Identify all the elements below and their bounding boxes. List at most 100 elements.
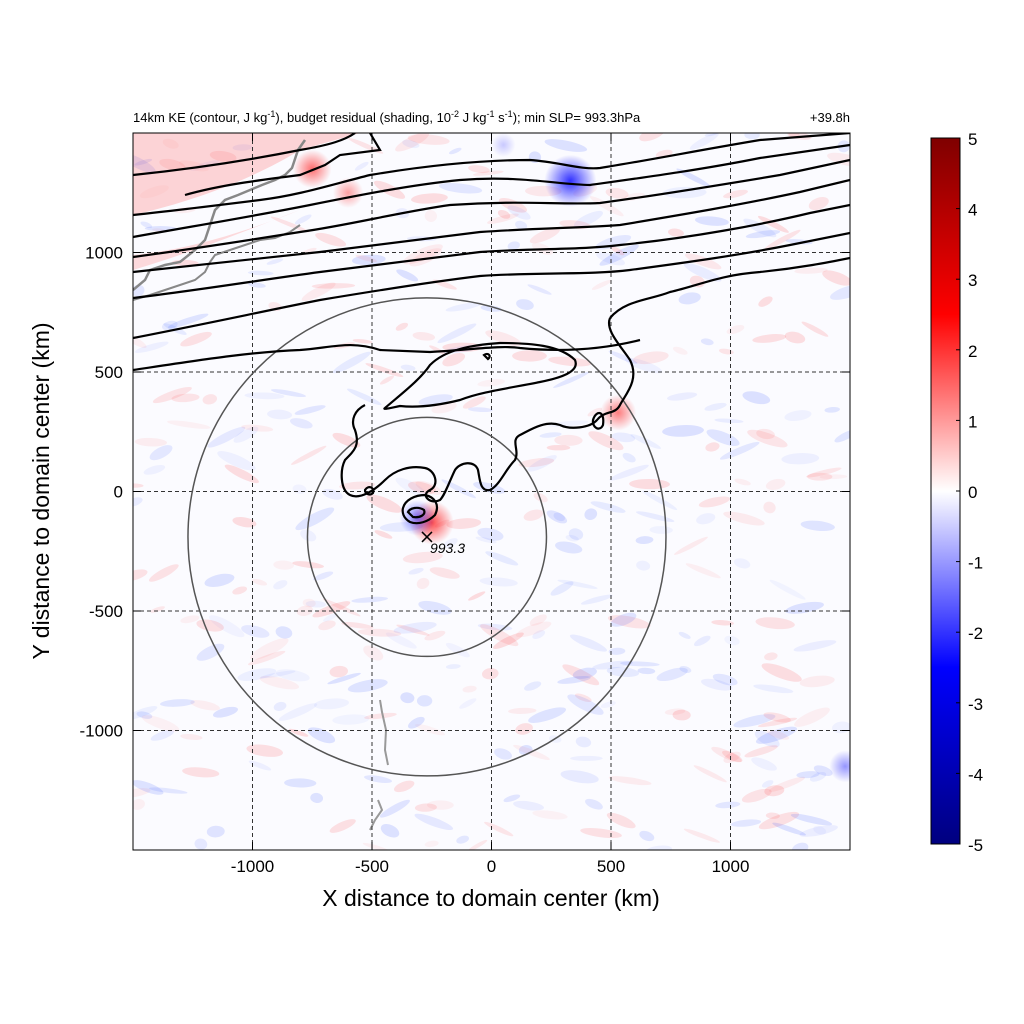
residual-streak (557, 676, 591, 684)
residual-streak (704, 402, 727, 411)
residual-streak (407, 134, 450, 145)
residual-streak (133, 780, 164, 795)
residual-streak (503, 794, 521, 803)
residual-streak (180, 615, 200, 624)
residual-streak (765, 478, 786, 491)
residual-streak (574, 693, 592, 703)
residual-streak (468, 407, 493, 413)
colorbar-tick-label: 1 (968, 412, 977, 431)
residual-streak (689, 133, 719, 150)
y-tick-label: 1000 (85, 244, 123, 263)
residual-streak (516, 299, 534, 310)
residual-streak (711, 620, 734, 626)
residual-streak (357, 628, 402, 637)
title-part: ), budget residual (shading, 10 (275, 110, 451, 125)
residual-streak (273, 701, 287, 712)
residual-streak (290, 445, 327, 465)
residual-streak (696, 513, 716, 525)
colorbar-tick-label: -4 (968, 765, 983, 784)
residual-streak (755, 617, 795, 630)
residual-streak (400, 692, 415, 704)
residual-streak (149, 445, 173, 461)
residual-streak (352, 338, 373, 344)
title-part: ); min SLP= 993.3hPa (513, 110, 641, 125)
residual-streak (565, 534, 579, 542)
residual-streak (318, 620, 336, 631)
residual-streak (329, 665, 349, 678)
residual-streak (672, 709, 691, 721)
residual-streak (596, 252, 625, 266)
residual-streak (756, 428, 775, 440)
residual-streak (162, 138, 179, 149)
residual-streak (429, 345, 447, 356)
residual-streak (179, 160, 209, 172)
residual-streak (134, 158, 153, 166)
residual-highlight (829, 750, 850, 783)
residual-streak (527, 284, 552, 295)
y-axis-ticks: 1000 500 0 -500 -1000 (80, 244, 850, 741)
residual-streak (323, 613, 338, 622)
y-tick-label: -500 (89, 602, 123, 621)
ke-contour (133, 178, 850, 274)
residual-streak (180, 733, 203, 740)
residual-streak (395, 477, 428, 497)
residual-streak (539, 432, 562, 438)
colorbar-tick-label: 4 (968, 201, 977, 220)
residual-streak (481, 668, 499, 680)
residual-streak (487, 213, 519, 224)
residual-streak (515, 220, 528, 230)
residual-streak (764, 229, 801, 250)
residual-streak (719, 441, 760, 460)
residual-streak (752, 334, 787, 343)
residual-streak (723, 511, 765, 526)
residual-streak (568, 528, 584, 541)
residual-streak (555, 541, 583, 554)
residual-streak (134, 341, 169, 353)
residual-streak (364, 775, 392, 783)
residual-streak (764, 652, 778, 661)
residual-streak (472, 170, 504, 176)
residual-streak (678, 631, 691, 639)
residual-streak (529, 227, 561, 244)
residual-streak (415, 724, 446, 736)
residual-streak (251, 578, 268, 586)
residual-streak (327, 672, 361, 685)
residual-streak (808, 196, 829, 211)
residual-streak (791, 842, 809, 850)
residual-streak (781, 453, 820, 465)
residual-streak (166, 420, 211, 429)
range-rings (187, 297, 667, 777)
x-tick-label: 500 (597, 857, 625, 876)
storm-marker (421, 531, 433, 543)
residual-streak (744, 133, 760, 140)
residual-streak (765, 812, 780, 819)
residual-streak (512, 350, 547, 362)
residual-streak (764, 785, 785, 797)
residual-streak (442, 352, 466, 367)
residual-streak (167, 313, 209, 329)
residual-streak (190, 700, 220, 711)
residual-streak (380, 823, 400, 838)
residual-streak (544, 139, 588, 152)
residual-streak (590, 501, 626, 513)
residual-streak (437, 323, 477, 344)
grid (133, 133, 850, 850)
residual-streak (136, 711, 153, 719)
residual-streak (585, 798, 603, 810)
residual-streak (515, 723, 533, 735)
residual-streak (761, 663, 802, 682)
y-tick-label: -1000 (80, 722, 123, 741)
residual-streak (248, 760, 272, 771)
residual-streak (456, 835, 469, 844)
residual-streak (757, 215, 789, 233)
colorbar-tick-label: -3 (968, 695, 983, 714)
residual-streak (610, 246, 625, 256)
residual-streak (587, 407, 603, 417)
residual-streak (548, 356, 592, 367)
residual-streak (523, 509, 544, 521)
residual-streak (143, 464, 166, 475)
residual-streak (567, 694, 604, 715)
residual-streak (508, 707, 537, 714)
residual-streak (575, 736, 592, 748)
